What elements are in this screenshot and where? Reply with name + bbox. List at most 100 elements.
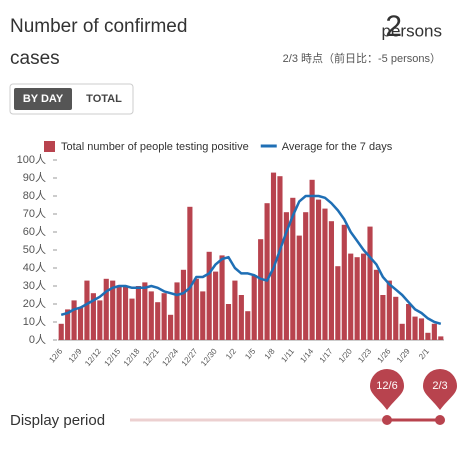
legend-label: Total number of people testing positive [61,141,249,153]
bar [90,293,96,340]
bar [245,311,251,340]
y-tick-label: 10人 [23,315,46,328]
bar [367,226,373,340]
bar [283,212,289,340]
bar [361,253,367,340]
case-count: 2 [385,10,402,43]
bar [58,323,64,340]
x-tick-label: 1/8 [263,346,277,361]
bar [386,280,392,340]
bar [322,208,328,340]
start-marker[interactable] [370,369,404,410]
bar [380,295,386,340]
bar [193,278,199,340]
y-tick-label: 40人 [23,261,46,274]
by-day-button[interactable] [14,88,72,110]
bar [264,203,270,340]
bar [354,257,360,340]
y-tick-label: 50人 [23,243,46,256]
x-tick-label: 12/24 [160,346,180,368]
bar [65,309,71,340]
y-tick-label: 30人 [23,279,46,292]
bar [84,280,90,340]
end-date: 2/3 [432,380,447,392]
x-tick-label: 1/11 [279,346,296,364]
bar [97,300,103,340]
bar [142,282,148,340]
bar [232,280,238,340]
end-marker[interactable] [423,369,457,410]
x-tick-label: 12/30 [199,346,219,368]
bar [258,239,264,340]
x-tick-label: 1/5 [243,346,257,361]
legend-label: Average for the 7 days [282,141,393,153]
title-line: Number of confirmed cases [10,16,187,69]
by-day-label[interactable]: BY DAY [23,93,64,105]
x-tick-label: 12/12 [83,346,103,368]
bar [328,221,334,340]
x-tick-label: 12/15 [102,346,122,368]
total-label[interactable]: TOTAL [86,93,122,105]
start-handle[interactable] [382,415,392,425]
update-note: 2/3 時点（前日比：-5 persons） [283,51,441,65]
bar [206,251,212,340]
bar [296,235,302,340]
bar [425,332,431,340]
bar [399,323,405,340]
y-tick-label: 0人 [29,333,46,346]
x-tick-label: 1/17 [318,346,335,364]
bar [315,199,322,340]
end-handle[interactable] [435,415,445,425]
x-tick-label: 12/21 [141,346,161,368]
bar [393,296,399,340]
bar [348,253,354,340]
bar [122,286,129,340]
bar [373,269,380,340]
bar [438,336,444,340]
y-tick-label: 70人 [23,207,46,220]
bar [174,282,180,340]
x-tick-label: 12/9 [67,346,84,364]
start-date: 12/6 [376,380,397,392]
bar [77,307,84,340]
bar [251,275,257,340]
x-tick-label: 1/20 [337,346,354,364]
y-tick-label: 80人 [23,189,46,202]
bar [168,314,174,340]
y-tick-label: 20人 [23,297,46,310]
x-tick-label: 12/6 [47,346,64,364]
bar [129,298,135,340]
legend-swatch [44,141,55,152]
x-tick-label: 1/23 [356,346,373,364]
bar [187,206,193,340]
bar [225,304,232,340]
bar [180,269,187,340]
bar [277,176,283,340]
bar [110,280,116,340]
bar [71,300,77,340]
bar [148,291,154,340]
bar [116,286,122,340]
bar [335,266,341,340]
y-tick-label: 90人 [23,171,46,184]
bar [161,293,167,340]
bar [309,179,315,340]
slider-label: Display period [10,412,105,429]
bar [303,212,309,340]
y-tick-label: 100人 [17,153,46,166]
x-tick-label: 1/2 [224,346,238,361]
bar [200,291,206,340]
bar [412,316,418,340]
case-unit: persons [382,21,442,40]
x-tick-label: 1/26 [376,346,393,364]
bar [155,302,161,340]
bar [103,278,109,340]
bar [341,224,347,340]
y-tick-label: 60人 [23,225,46,238]
x-tick-label: 1/29 [395,346,412,364]
bar [418,318,425,340]
x-tick-label: 1/14 [298,346,315,364]
x-tick-label: 2/1 [417,346,431,361]
bar [406,304,412,340]
